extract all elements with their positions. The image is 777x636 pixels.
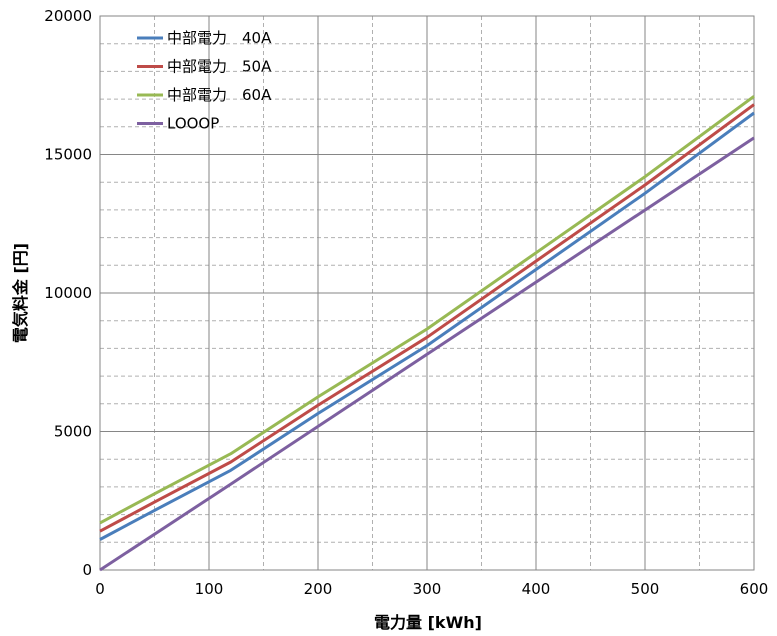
y-tick-label: 0 — [82, 561, 92, 579]
legend-label: 中部電力 50A — [167, 58, 272, 76]
plot-area — [99, 15, 755, 571]
x-tick-label: 300 — [413, 580, 442, 598]
x-tick-label: 400 — [522, 580, 551, 598]
y-tick-label: 5000 — [54, 423, 92, 441]
x-axis-title: 電力量 [kWh] — [374, 613, 482, 632]
x-tick-label: 500 — [631, 580, 660, 598]
x-axis-ticks: 0 100 200 300 400 500 600 — [95, 580, 768, 598]
x-tick-label: 100 — [195, 580, 224, 598]
x-tick-label: 200 — [304, 580, 333, 598]
y-axis-title: 電気料金 [円] — [11, 243, 30, 343]
y-tick-label: 10000 — [44, 284, 92, 302]
series-line-1 — [99, 111, 755, 541]
series-line-2 — [99, 103, 755, 533]
x-tick-label: 0 — [95, 580, 105, 598]
series-lines — [99, 95, 755, 572]
series-line-4 — [99, 136, 755, 572]
y-axis-ticks: 0 5000 10000 15000 20000 — [44, 7, 92, 579]
y-tick-label: 15000 — [44, 146, 92, 164]
y-tick-label: 20000 — [44, 7, 92, 25]
major-gridlines — [100, 16, 754, 570]
x-tick-label: 600 — [740, 580, 769, 598]
series-line-3 — [99, 95, 755, 525]
legend-label: 中部電力 40A — [167, 29, 272, 47]
legend: 中部電力 40A 中部電力 50A 中部電力 60A LOOOP — [137, 29, 272, 133]
legend-label: LOOOP — [167, 115, 219, 133]
legend-label: 中部電力 60A — [167, 86, 272, 104]
